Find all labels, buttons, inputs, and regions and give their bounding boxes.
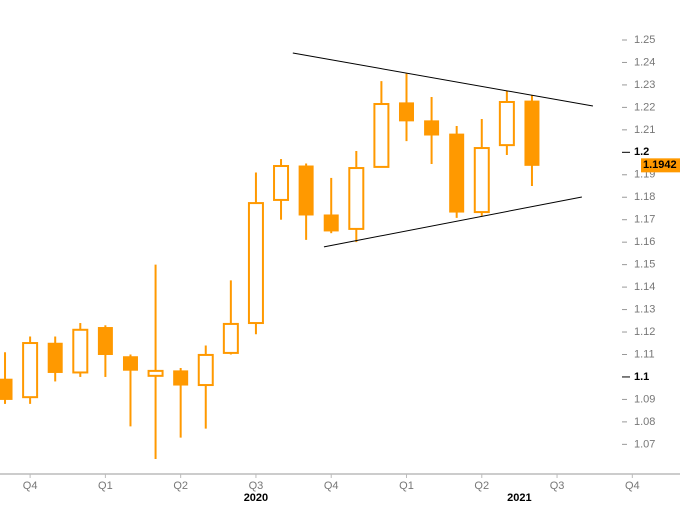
candle-body xyxy=(147,369,164,377)
y-tick-label: 1.17 xyxy=(634,214,655,226)
y-tick-label: 1.07 xyxy=(634,438,655,450)
x-tick-label: Q3 xyxy=(550,480,565,492)
candle-body xyxy=(0,378,13,400)
candle-body xyxy=(97,327,113,355)
last-price-label: 1.1942 xyxy=(643,159,677,171)
y-tick-label: 1.24 xyxy=(634,56,655,68)
candle-body xyxy=(173,370,189,386)
last-price-box xyxy=(641,158,680,173)
y-tick-label: 1.12 xyxy=(634,326,655,338)
candle-body xyxy=(22,342,39,399)
candle-body xyxy=(298,165,314,216)
candle-body xyxy=(222,322,239,354)
y-tick-label: 1.23 xyxy=(634,79,655,91)
candle-body xyxy=(498,100,515,147)
y-tick-label: 1.16 xyxy=(634,236,655,248)
y-tick-label: 1.22 xyxy=(634,101,655,113)
year-label: 2020 xyxy=(244,492,268,504)
y-tick-label: 1.18 xyxy=(634,191,655,203)
candle-body xyxy=(348,167,365,230)
candle-body xyxy=(398,102,414,122)
y-tick-label: 1.08 xyxy=(634,416,655,428)
y-tick-label: 1.21 xyxy=(634,124,655,136)
candle-body xyxy=(197,353,214,387)
y-tick-label: 1.2 xyxy=(634,146,649,158)
candle-body xyxy=(122,356,138,371)
x-tick-label: Q2 xyxy=(173,480,188,492)
x-tick-label: Q3 xyxy=(249,480,264,492)
trend-line xyxy=(323,196,582,248)
y-tick-label: 1.14 xyxy=(634,281,655,293)
x-tick-label: Q1 xyxy=(399,480,414,492)
x-tick-label: Q2 xyxy=(474,480,489,492)
candle-body xyxy=(247,202,264,325)
candle-body xyxy=(72,328,89,374)
x-tick-label: Q4 xyxy=(625,480,640,492)
candle-body xyxy=(273,165,290,201)
candle-body xyxy=(473,147,490,214)
candle-body xyxy=(373,103,390,168)
candle-body xyxy=(323,214,339,232)
y-tick-label: 1.13 xyxy=(634,303,655,315)
candle-body xyxy=(47,342,63,373)
y-tick-label: 1.15 xyxy=(634,259,655,271)
x-tick-label: Q1 xyxy=(98,480,113,492)
x-tick-label: Q4 xyxy=(324,480,339,492)
candle-body xyxy=(524,100,540,166)
y-tick-label: 1.1 xyxy=(634,371,649,383)
year-label: 2021 xyxy=(507,492,531,504)
y-tick-label: 1.25 xyxy=(634,34,655,46)
candle-body xyxy=(424,120,440,136)
trend-line xyxy=(292,52,594,107)
y-tick-label: 1.11 xyxy=(634,348,655,360)
y-tick-label: 1.09 xyxy=(634,393,655,405)
candle-body xyxy=(449,133,465,213)
x-tick-label: Q4 xyxy=(23,480,38,492)
